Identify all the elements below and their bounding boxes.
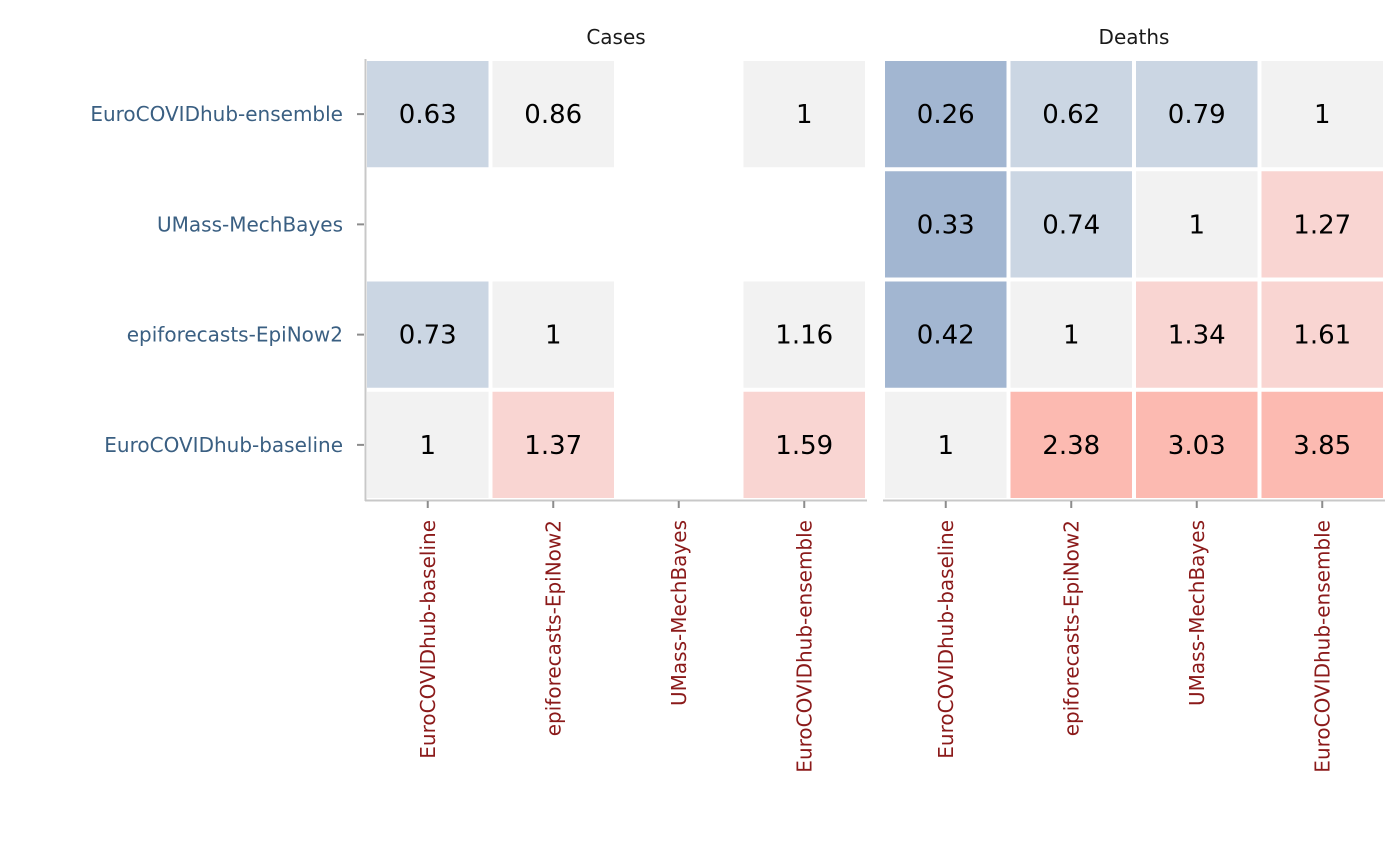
- cell-value-label: 1.37: [524, 431, 582, 461]
- cell-value-label: 0.74: [1042, 210, 1100, 240]
- cell-value-label: 0.62: [1042, 100, 1100, 130]
- x-tick-label: EuroCOVIDhub-ensemble: [792, 520, 816, 773]
- y-tick-label: UMass-MechBayes: [157, 212, 343, 236]
- cell-value-label: 1: [1188, 210, 1205, 240]
- cell-value-label: 1: [1063, 321, 1080, 351]
- heatmap-cell: [367, 61, 489, 168]
- heatmap-cell: [1136, 61, 1258, 168]
- x-tick-label: EuroCOVIDhub-ensemble: [1310, 520, 1334, 773]
- heatmap-cell: [367, 391, 489, 498]
- heatmap-cell: [367, 281, 489, 388]
- cell-value-label: 1: [937, 431, 954, 461]
- cell-value-label: 1.16: [775, 321, 833, 351]
- heatmap-cell: [743, 391, 865, 498]
- cell-value-label: 0.42: [917, 321, 975, 351]
- cell-value-label: 1.27: [1293, 210, 1351, 240]
- cell-value-label: 3.85: [1293, 431, 1351, 461]
- cell-value-label: 0.63: [399, 100, 457, 130]
- y-tick-label: epiforecasts-EpiNow2: [127, 323, 343, 347]
- cell-value-label: 1.59: [775, 431, 833, 461]
- cell-value-label: 1.61: [1293, 321, 1351, 351]
- heatmap-cell: [1136, 171, 1258, 278]
- panel-title: Cases: [586, 25, 645, 49]
- heatmap-cell: [885, 171, 1007, 278]
- cell-value-label: 0.33: [917, 210, 975, 240]
- cell-value-label: 1: [1314, 100, 1331, 130]
- cell-value-label: 1: [419, 431, 436, 461]
- heatmap-cell: [1261, 281, 1383, 388]
- heatmap-cell: [1010, 171, 1132, 278]
- heatmap-cell: [1010, 281, 1132, 388]
- heatmap-cell: [1261, 61, 1383, 168]
- heatmap-cell: [885, 391, 1007, 498]
- cell-value-label: 2.38: [1042, 431, 1100, 461]
- panel-title: Deaths: [1099, 25, 1170, 49]
- cell-value-label: 1.34: [1168, 321, 1226, 351]
- heatmap-cell: [1261, 171, 1383, 278]
- panel-1: Deaths 0.26 0.62 0.79 1 0.33 0.74 1 1.27 0.42 1 1.3…: [883, 25, 1385, 773]
- x-tick-label: EuroCOVIDhub-baseline: [934, 520, 958, 759]
- heatmap-cell: [1136, 281, 1258, 388]
- y-tick-label: EuroCOVIDhub-baseline: [104, 433, 343, 457]
- heatmap-cell: [492, 281, 614, 388]
- cell-value-label: 0.73: [399, 321, 457, 351]
- cell-value-label: 0.79: [1168, 100, 1226, 130]
- heatmap-cell: [743, 61, 865, 168]
- x-tick-label: epiforecasts-EpiNow2: [1059, 520, 1083, 736]
- heatmap-cell: [885, 281, 1007, 388]
- x-tick-label: epiforecasts-EpiNow2: [541, 520, 565, 736]
- heatmap-cell: [492, 61, 614, 168]
- x-tick-label: UMass-MechBayes: [667, 520, 691, 706]
- x-tick-label: EuroCOVIDhub-baseline: [416, 520, 440, 759]
- heatmap-cell: [1136, 391, 1258, 498]
- heatmap-cell: [1010, 61, 1132, 168]
- heatmap-cell: [1010, 391, 1132, 498]
- cell-value-label: 0.86: [524, 100, 582, 130]
- cell-value-label: 0.26: [917, 100, 975, 130]
- x-tick-label: UMass-MechBayes: [1185, 520, 1209, 706]
- cell-value-label: 1: [796, 100, 813, 130]
- heatmap-cell: [885, 61, 1007, 168]
- cell-value-label: 1: [545, 321, 562, 351]
- panel-0: Cases 0.63 0.86 1 0.73 1 1.16 1 1.37 1.59 EuroCOVI…: [365, 25, 867, 773]
- y-tick-label: EuroCOVIDhub-ensemble: [90, 102, 343, 126]
- heatmap-cell: [1261, 391, 1383, 498]
- heatmap-cell: [492, 391, 614, 498]
- heatmap-panels: Cases 0.63 0.86 1 0.73 1 1.16 1 1.37 1.59 EuroCOVI…: [365, 25, 1385, 773]
- heatmap-cell: [743, 281, 865, 388]
- cell-value-label: 3.03: [1168, 431, 1226, 461]
- row-axis-labels: EuroCOVIDhub-ensemble UMass-MechBayes epif…: [90, 59, 367, 501]
